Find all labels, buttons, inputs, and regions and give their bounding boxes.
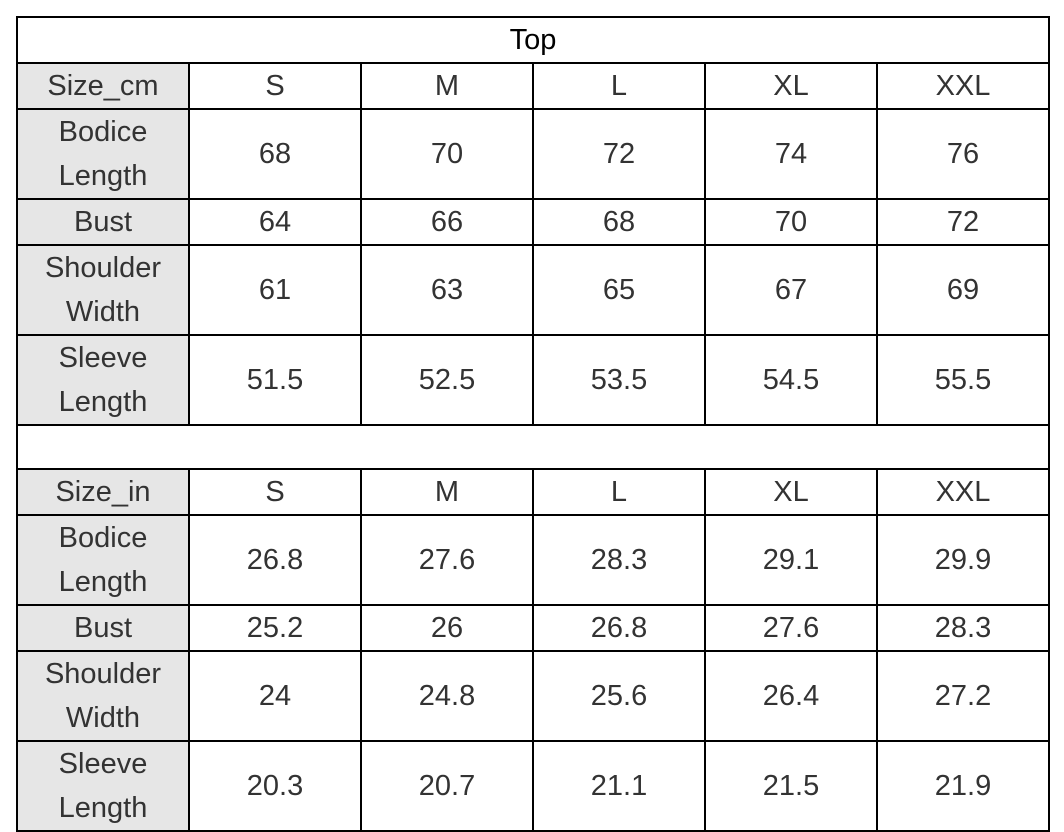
measure-value: 72 [532, 108, 706, 200]
size-header: XXL [875, 468, 1051, 516]
measure-value: 67 [704, 244, 878, 336]
measure-value: 61 [188, 244, 362, 336]
measure-row: Shoulder Width 61 63 65 67 69 [16, 244, 1051, 336]
measure-value: 74 [704, 108, 878, 200]
unit-label: Size_cm [16, 62, 190, 110]
measure-value: 29.9 [875, 514, 1051, 606]
header-row: Size_in S M L XL XXL [16, 468, 1051, 516]
measure-value: 26.4 [704, 650, 878, 742]
measure-value: 76 [875, 108, 1051, 200]
size-header: XL [704, 468, 878, 516]
measure-value: 27.6 [360, 514, 534, 606]
size-header: S [188, 468, 362, 516]
measure-value: 55.5 [875, 334, 1051, 426]
measure-value: 26 [360, 604, 534, 652]
measure-value: 69 [875, 244, 1051, 336]
size-header: XL [704, 62, 878, 110]
measure-value: 21.1 [532, 740, 706, 832]
measure-value: 63 [360, 244, 534, 336]
unit-label: Size_in [16, 468, 190, 516]
measure-value: 64 [188, 198, 362, 246]
measure-value: 24 [188, 650, 362, 742]
measure-value: 20.7 [360, 740, 534, 832]
measure-row: Bust 25.2 26 26.8 27.6 28.3 [16, 604, 1051, 652]
measure-label: Bust [16, 604, 190, 652]
measure-row: Sleeve Length 20.3 20.7 21.1 21.5 21.9 [16, 740, 1051, 832]
measure-value: 25.2 [188, 604, 362, 652]
measure-value: 70 [704, 198, 878, 246]
size-header: M [360, 468, 534, 516]
measure-value: 28.3 [532, 514, 706, 606]
measure-value: 68 [532, 198, 706, 246]
measure-value: 66 [360, 198, 534, 246]
measure-value: 26.8 [532, 604, 706, 652]
size-header: M [360, 62, 534, 110]
measure-row: Bodice Length 68 70 72 74 76 [16, 108, 1051, 200]
spacer-row [15, 424, 1051, 470]
measure-value: 26.8 [188, 514, 362, 606]
measure-value: 29.1 [704, 514, 878, 606]
measure-value: 65 [532, 244, 706, 336]
measure-value: 20.3 [188, 740, 362, 832]
size-header: XXL [875, 62, 1051, 110]
measure-value: 21.9 [875, 740, 1051, 832]
measure-row: Shoulder Width 24 24.8 25.6 26.4 27.2 [16, 650, 1051, 742]
measure-value: 51.5 [188, 334, 362, 426]
measure-value: 27.6 [704, 604, 878, 652]
measure-label: Shoulder Width [16, 244, 190, 336]
measure-label: Bust [16, 198, 190, 246]
measure-value: 54.5 [704, 334, 878, 426]
measure-value: 68 [188, 108, 362, 200]
measure-label: Shoulder Width [16, 650, 190, 742]
measure-row: Bust 64 66 68 70 72 [16, 198, 1051, 246]
measure-label: Sleeve Length [16, 740, 190, 832]
measure-value: 52.5 [360, 334, 534, 426]
size-header: L [532, 62, 706, 110]
measure-value: 25.6 [532, 650, 706, 742]
measure-value: 21.5 [704, 740, 878, 832]
measure-label: Bodice Length [16, 514, 190, 606]
size-chart: Top Size_cm S M L XL XXL Bodice Length 68 70 72 74… [15, 16, 1051, 832]
measure-value: 28.3 [875, 604, 1051, 652]
measure-value: 27.2 [875, 650, 1051, 742]
measure-value: 53.5 [532, 334, 706, 426]
measure-label: Sleeve Length [16, 334, 190, 426]
size-header: L [532, 468, 706, 516]
spacer-cell [15, 424, 1051, 470]
measure-value: 72 [875, 198, 1051, 246]
size-header: S [188, 62, 362, 110]
measure-row: Bodice Length 26.8 27.6 28.3 29.1 29.9 [16, 514, 1051, 606]
header-row: Size_cm S M L XL XXL [16, 62, 1051, 110]
measure-value: 70 [360, 108, 534, 200]
title-row: Top [15, 16, 1051, 64]
measure-label: Bodice Length [16, 108, 190, 200]
measure-value: 24.8 [360, 650, 534, 742]
table-title: Top [15, 16, 1051, 64]
measure-row: Sleeve Length 51.5 52.5 53.5 54.5 55.5 [16, 334, 1051, 426]
